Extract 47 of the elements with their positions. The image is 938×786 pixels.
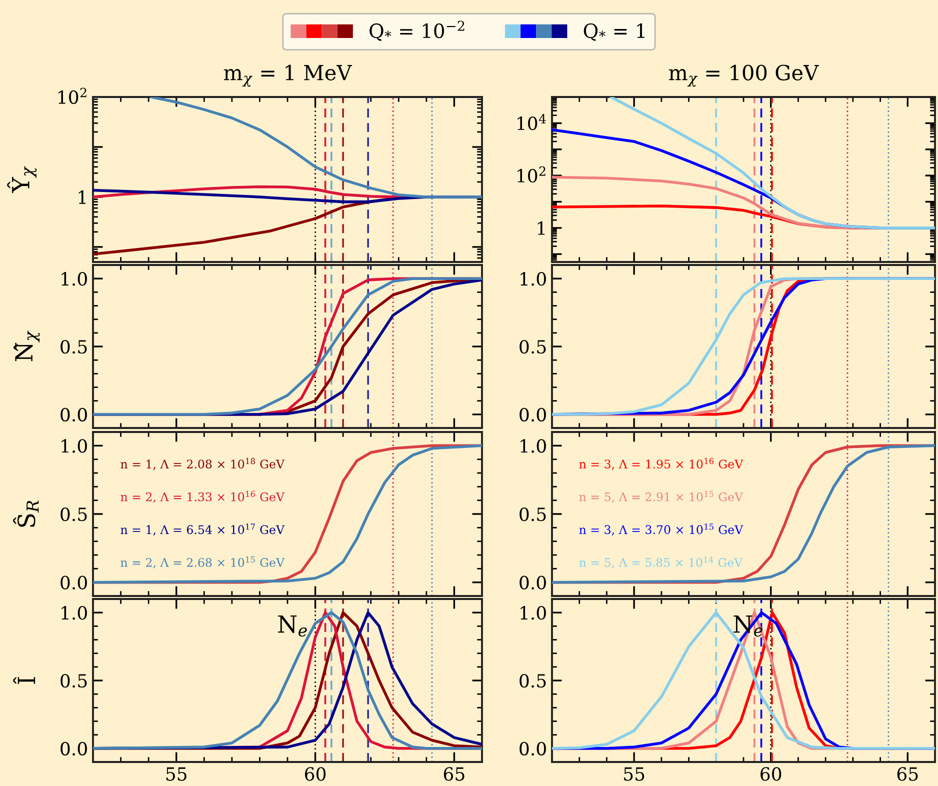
y-tick-label: 1.0	[520, 439, 546, 453]
y-tick-label: 0.5	[520, 674, 546, 688]
annotation: n = 3, Λ = 3.70 × 10$^{15}$ GeV	[579, 524, 744, 536]
y-tick-label: 1.0	[62, 606, 87, 620]
annotation: n = 5, Λ = 5.85 × 10$^{14}$ GeV	[579, 556, 743, 568]
y-tick-label: 1	[78, 190, 86, 204]
y-tick-label: 10$^{4}$	[518, 114, 546, 130]
legend-label: Q$_{*}$ = 1	[584, 23, 644, 41]
y-tick-label: 1.0	[520, 272, 546, 286]
x-tick-label: 60	[305, 767, 326, 781]
y-tick-label: 0.5	[520, 340, 546, 354]
legend-label: Q$_{*}$ = 10$^{−2}$	[370, 20, 464, 41]
y-axis-title: Ŝ$_{R}$	[13, 500, 39, 527]
y-tick-label: 10$^{2}$	[58, 88, 86, 104]
y-tick-label: 0.0	[60, 408, 87, 422]
y-tick-label: 1.0	[62, 439, 87, 453]
annotation: n = 5, Λ = 2.91 × 10$^{15}$ GeV	[579, 490, 744, 503]
annotation: n = 1, Λ = 6.54 × 10$^{17}$ GeV	[120, 524, 285, 536]
annotation: N$_{e}$	[278, 615, 307, 637]
y-tick-label: 0.0	[60, 576, 87, 590]
annotation: n = 3, Λ = 1.95 × 10$^{16}$ GeV	[579, 458, 744, 470]
x-tick-label: 65	[444, 767, 464, 781]
y-axis-title: Ŷ$_{χ}$	[7, 166, 37, 193]
y-tick-label: 1	[538, 221, 545, 235]
annotation: n = 1, Λ = 2.08 × 10$^{18}$ GeV	[120, 458, 285, 470]
y-tick-label: 0.0	[520, 408, 546, 422]
y-axis-title: N̂$_{χ}$	[14, 330, 40, 362]
y-tick-label: 0.5	[60, 674, 87, 688]
x-tick-label: 65	[897, 767, 918, 781]
x-tick-label: 55	[166, 767, 186, 781]
annotation: n = 2, Λ = 2.68 × 10$^{15}$ GeV	[120, 556, 285, 568]
chart-title: m$_{χ}$ = 1 MeV	[224, 64, 352, 87]
annotation: N$_{e}$	[734, 615, 762, 637]
y-tick-label: 10$^{2}$	[518, 166, 546, 183]
y-tick-label: 0.5	[520, 507, 546, 522]
x-tick-label: 60	[760, 767, 782, 781]
y-axis-title: Î	[13, 676, 36, 684]
y-tick-label: 0.5	[60, 340, 87, 354]
y-tick-label: 1.0	[520, 606, 546, 620]
y-tick-label: 0.5	[60, 507, 87, 522]
annotation: n = 2, Λ = 1.33 × 10$^{16}$ GeV	[120, 490, 285, 503]
x-tick-label: 55	[624, 767, 644, 781]
chart-title: m$_{χ}$ = 100 GeV	[668, 64, 819, 87]
y-tick-label: 0.0	[520, 576, 546, 590]
y-tick-label: 1.0	[62, 272, 87, 286]
y-tick-label: 0.0	[520, 742, 546, 756]
y-tick-label: 0.0	[60, 742, 87, 756]
